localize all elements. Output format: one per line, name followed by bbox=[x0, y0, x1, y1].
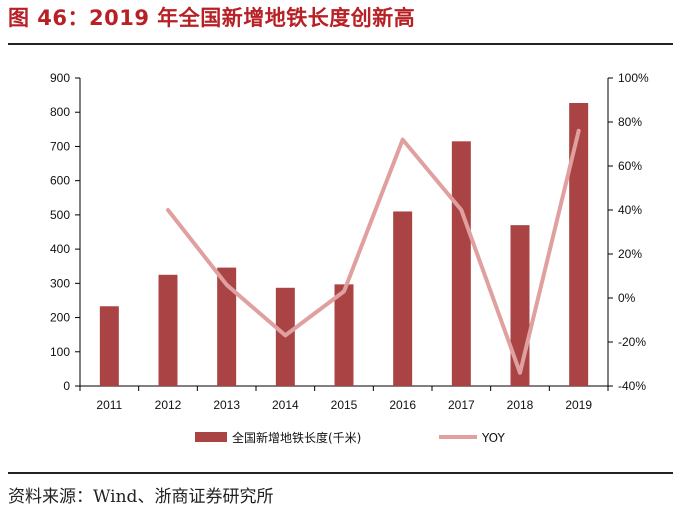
right-axis-tick-label: 60% bbox=[618, 159, 642, 173]
left-axis-tick-label: 500 bbox=[50, 208, 70, 222]
yoy-line bbox=[166, 128, 581, 375]
left-axis-tick-label: 300 bbox=[50, 276, 70, 290]
left-axis-tick-label: 100 bbox=[50, 345, 70, 359]
left-axis-tick-label: 900 bbox=[50, 71, 70, 85]
right-axis-tick-label: 100% bbox=[618, 71, 649, 85]
left-axis-tick-label: 700 bbox=[50, 139, 70, 153]
right-axis-tick-label: 80% bbox=[618, 115, 642, 129]
chart-title: 图 46：2019 年全国新增地铁长度创新高 bbox=[8, 6, 416, 30]
bar bbox=[569, 102, 589, 386]
left-axis-tick-label: 200 bbox=[50, 311, 70, 325]
bar bbox=[451, 141, 471, 386]
bottom-divider bbox=[8, 472, 673, 474]
right-axis-tick-label: -20% bbox=[618, 335, 646, 349]
x-axis-tick-label: 2013 bbox=[213, 398, 240, 412]
legend-line-label: YOY bbox=[481, 431, 505, 445]
x-axis-tick-label: 2011 bbox=[96, 398, 122, 412]
bar bbox=[99, 306, 119, 386]
right-axis-tick-label: 40% bbox=[618, 203, 642, 217]
x-axis-tick-label: 2015 bbox=[331, 398, 358, 412]
bar bbox=[510, 225, 530, 386]
legend-bar-swatch bbox=[195, 432, 227, 442]
x-axis-tick-label: 2016 bbox=[389, 398, 416, 412]
right-axis-tick-label: -40% bbox=[618, 379, 646, 393]
bar bbox=[393, 211, 413, 386]
top-divider bbox=[8, 43, 673, 45]
x-axis-tick-label: 2018 bbox=[507, 398, 534, 412]
left-axis-tick-label: 800 bbox=[50, 105, 70, 119]
legend-bar-label: 全国新增地铁长度(千米) bbox=[232, 430, 361, 445]
right-axis-tick-label: 20% bbox=[618, 247, 642, 261]
left-axis-tick-label: 0 bbox=[63, 379, 70, 393]
source-note: 资料来源：Wind、浙商证券研究所 bbox=[8, 487, 274, 507]
bar bbox=[334, 284, 354, 386]
x-axis-tick-label: 2014 bbox=[272, 398, 299, 412]
x-axis-tick-label: 2019 bbox=[565, 398, 592, 412]
bar bbox=[217, 267, 237, 386]
x-axis-tick-label: 2017 bbox=[448, 398, 475, 412]
left-axis-tick-label: 600 bbox=[50, 174, 70, 188]
right-axis-tick-label: 0% bbox=[618, 291, 636, 305]
left-axis-tick-label: 400 bbox=[50, 242, 70, 256]
bar bbox=[158, 274, 178, 386]
x-axis-tick-label: 2012 bbox=[155, 398, 182, 412]
